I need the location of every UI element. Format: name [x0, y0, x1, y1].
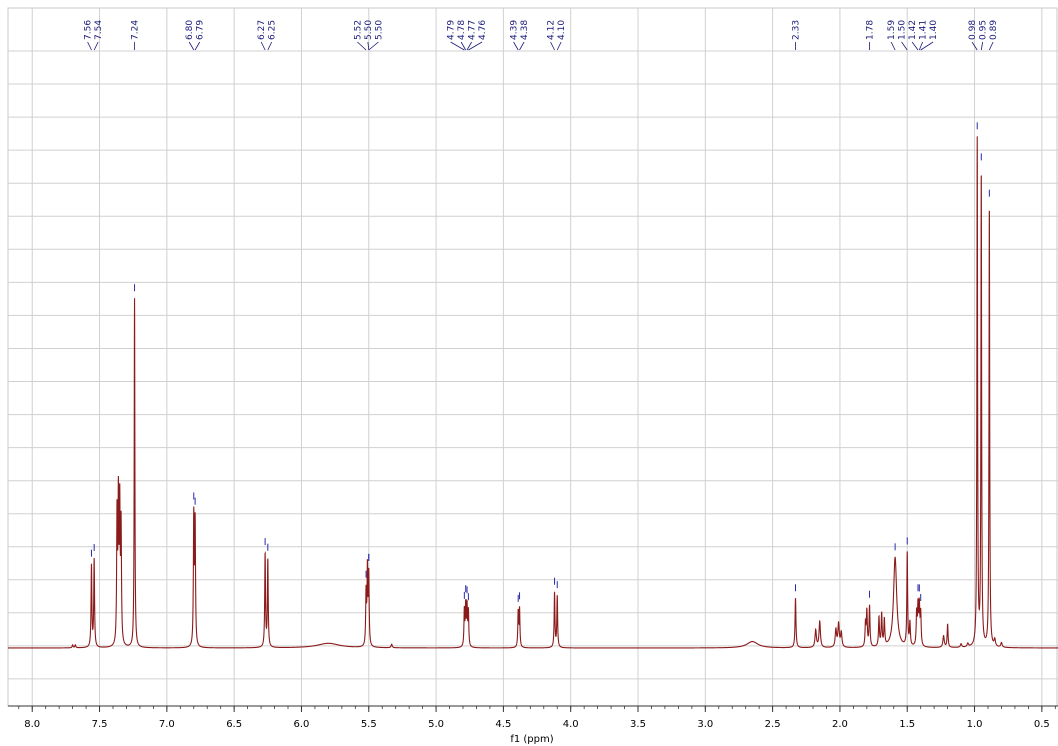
peak-label: 0.98: [968, 20, 978, 40]
peak-label-connector: [468, 41, 483, 51]
peak-label: 1.40: [929, 20, 939, 40]
peak-label: 6.25: [268, 20, 278, 40]
peak-label-connector: [368, 41, 379, 51]
x-axis-title: f1 (ppm): [510, 734, 553, 745]
peak-label-connector: [194, 41, 201, 51]
x-tick-label: 3.5: [630, 719, 646, 730]
peak-label: 6.27: [257, 20, 267, 40]
peak-label-connector: [918, 41, 923, 51]
peak-label-connector: [519, 41, 525, 51]
x-tick-label: 8.0: [24, 719, 40, 730]
spectrum-line: [8, 136, 1058, 649]
peak-label-connector: [988, 41, 994, 51]
x-tick-label: 6.0: [294, 719, 310, 730]
peak-label: 1.78: [866, 20, 876, 40]
peak-label: 7.24: [131, 20, 141, 40]
peak-label-connector: [367, 41, 370, 51]
peak-label: 1.59: [887, 20, 897, 40]
peak-label-connector: [980, 41, 983, 51]
x-tick-label: 4.0: [563, 719, 579, 730]
peak-label-connector: [901, 41, 908, 51]
x-tick-label: 7.5: [92, 719, 108, 730]
x-tick-label: 0.5: [1034, 719, 1050, 730]
peak-label: 0.89: [989, 20, 999, 40]
x-tick-label: 6.5: [226, 719, 242, 730]
peak-label: 4.79: [447, 20, 457, 40]
peak-label-layer: 7.56 7.54 7.24 6.80 6.79 6.27 6.25 5.52 5.50 5.50…: [84, 20, 999, 602]
x-tick-label: 2.0: [832, 719, 848, 730]
peak-label: 4.10: [557, 20, 567, 40]
peak-label: 2.33: [792, 20, 802, 40]
peak-label-connector: [460, 41, 467, 51]
peak-label: 7.54: [94, 20, 104, 40]
peak-label: 5.50: [374, 20, 384, 40]
peak-label: 1.42: [908, 20, 918, 40]
peak-label: 0.95: [979, 20, 989, 40]
peak-label: 5.52: [353, 20, 363, 40]
peak-label: 4.12: [547, 20, 557, 40]
x-tick-label: 1.0: [967, 719, 983, 730]
peak-label: 1.41: [919, 20, 929, 40]
x-tick-label: 1.5: [899, 719, 915, 730]
peak-label-connector: [550, 41, 555, 51]
peak-label-connector: [556, 41, 562, 51]
peak-label: 4.78: [457, 20, 467, 40]
peak-label-connector: [971, 41, 978, 51]
peak-label-connector: [93, 41, 99, 51]
spectrum-layer: [8, 136, 1058, 649]
x-tick-label: 3.0: [697, 719, 713, 730]
peak-label: 4.77: [468, 20, 478, 40]
peak-label-connector: [260, 41, 266, 51]
peak-label-connector: [450, 41, 465, 51]
peak-label-connector: [267, 41, 273, 51]
x-tick-label: 5.0: [428, 719, 444, 730]
x-tick-label: 4.5: [495, 719, 511, 730]
x-tick-label: 2.5: [765, 719, 781, 730]
peak-label-connector: [890, 41, 896, 51]
plot-frame: [7, 7, 1058, 707]
peak-label-connector: [188, 41, 195, 51]
peak-label: 1.50: [898, 20, 908, 40]
peak-label-connector: [920, 41, 934, 51]
x-axis: 8.0 7.5 7.0 6.5 6.0 5.5 5.0 4.5 4.0 3.5 3.0 2.5 2.0 1…: [8, 705, 1058, 730]
peak-label: 6.79: [196, 20, 206, 40]
peak-label-connector: [466, 41, 472, 51]
peak-label: 7.56: [84, 20, 94, 40]
x-tick-label: 5.5: [361, 719, 377, 730]
peak-label-connector: [87, 41, 92, 51]
grid: [7, 7, 1058, 707]
peak-label-connector: [513, 41, 519, 51]
peak-label: 5.50: [364, 20, 374, 40]
peak-label-connector: [357, 41, 367, 51]
x-tick-label: 7.0: [159, 719, 175, 730]
peak-label: 4.39: [510, 20, 520, 40]
peak-label: 6.80: [185, 20, 195, 40]
peak-label: 4.38: [520, 20, 530, 40]
peak-label: 4.76: [478, 20, 488, 40]
peak-label-connector: [911, 41, 919, 51]
